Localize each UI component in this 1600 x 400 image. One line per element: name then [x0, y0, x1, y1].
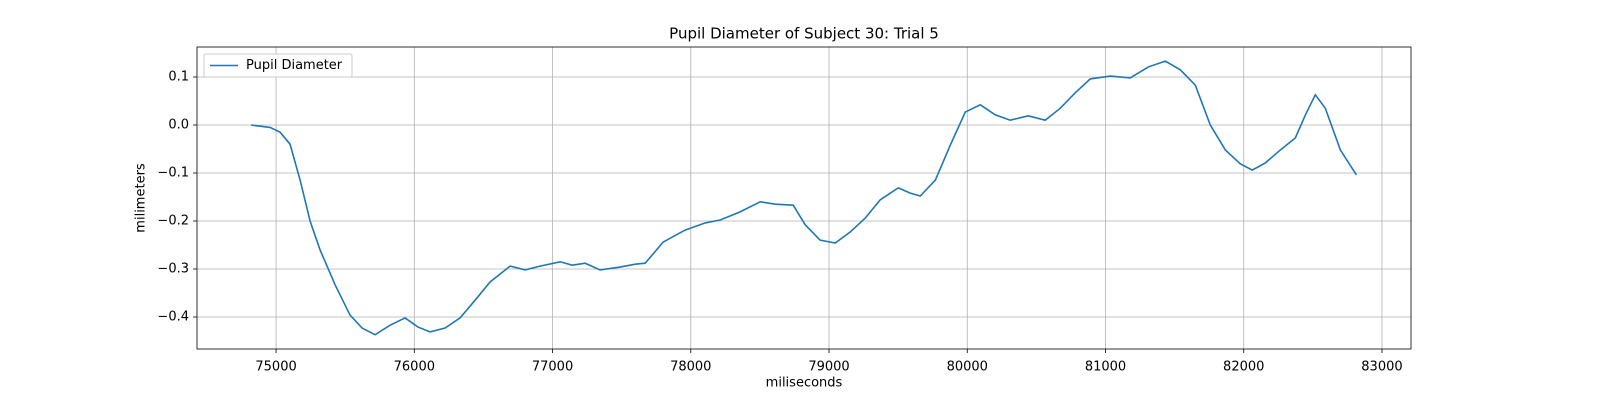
chart-title: Pupil Diameter of Subject 30: Trial 5 [669, 25, 939, 43]
x-axis-label: miliseconds [766, 376, 843, 391]
y-tick-label: −0.2 [157, 213, 189, 228]
x-tick-label: 80000 [947, 360, 988, 375]
y-tick-label: −0.1 [157, 165, 189, 180]
x-tick-label: 83000 [1361, 360, 1402, 375]
x-tick-label: 78000 [670, 360, 711, 375]
x-tick-label: 82000 [1223, 360, 1264, 375]
plot-frame [196, 46, 1412, 350]
y-axis-label: milimeters [134, 163, 149, 233]
y-tick-label: −0.4 [157, 309, 189, 324]
legend-box [203, 53, 353, 78]
x-tick-label: 76000 [394, 360, 435, 375]
y-tick-label: 0.1 [168, 69, 189, 84]
legend-label: Pupil Diameter [246, 58, 343, 73]
x-tick-label: 75000 [255, 360, 296, 375]
y-tick-label: −0.3 [157, 261, 189, 276]
x-tick-label: 77000 [532, 360, 573, 375]
y-tick-label: 0.0 [168, 117, 189, 132]
data-line [250, 60, 1358, 336]
x-tick-label: 81000 [1085, 360, 1126, 375]
x-tick-label: 79000 [808, 360, 849, 375]
